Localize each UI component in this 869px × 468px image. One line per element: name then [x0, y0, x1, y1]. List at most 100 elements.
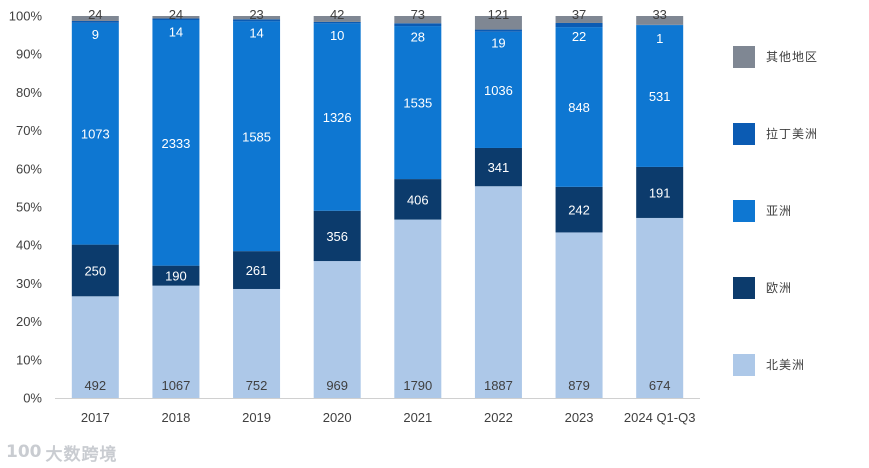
y-tick-label: 30% [16, 276, 42, 291]
data-label: 356 [326, 229, 348, 244]
bar-segment [152, 285, 200, 398]
bar-segment [474, 29, 522, 32]
data-label: 1326 [323, 110, 352, 125]
bar-segment [152, 20, 200, 266]
data-label: 752 [246, 378, 268, 393]
data-label: 879 [568, 378, 590, 393]
x-tick-label: 2020 [323, 410, 352, 425]
x-tick-label: 2023 [565, 410, 594, 425]
data-label: 250 [84, 263, 106, 278]
x-tick-label: 2021 [403, 410, 432, 425]
data-label: 1887 [484, 378, 513, 393]
bar-segment [474, 186, 522, 398]
watermark-text: 大数跨境 [45, 444, 118, 465]
data-label: 10 [330, 28, 344, 43]
bar-segment [394, 26, 442, 180]
data-label: 341 [488, 160, 510, 175]
data-label: 24 [88, 7, 102, 22]
y-tick-label: 0% [23, 391, 42, 406]
y-tick-label: 40% [16, 238, 42, 253]
bar-segment [233, 19, 281, 22]
legend-label: 欧洲 [766, 281, 792, 295]
data-label: 42 [330, 7, 344, 22]
x-tick-label: 2022 [484, 410, 513, 425]
data-label: 1585 [242, 129, 271, 144]
bar-segment [394, 16, 442, 24]
y-axis: 0% 10% 20% 30% 40% 50% 60% 70% 80% 90% 100% [9, 9, 43, 406]
data-label: 37 [572, 7, 586, 22]
data-label: 531 [649, 89, 671, 104]
bar-segment [233, 288, 281, 398]
x-tick-label: 2019 [242, 410, 271, 425]
x-tick-label: 2024 Q1-Q3 [624, 410, 696, 425]
legend-swatch [733, 354, 755, 376]
bar-segment [233, 16, 281, 20]
bar-segment [474, 147, 522, 187]
bar-segment [555, 27, 603, 187]
bar-segment [394, 23, 442, 27]
bar-segment [71, 20, 119, 23]
data-label: 1 [656, 31, 663, 46]
data-label: 24 [169, 7, 183, 22]
bar-segment [71, 22, 119, 245]
x-axis: 2017 2018 2019 2020 2021 2022 2023 2024 Q1-Q3 [55, 398, 700, 425]
data-label: 22 [572, 29, 586, 44]
data-label: 190 [165, 269, 187, 284]
data-label: 2333 [161, 136, 190, 151]
bar-segment [313, 261, 361, 398]
bar-segment [636, 16, 684, 25]
legend-label: 北美洲 [766, 358, 805, 372]
y-tick-label: 60% [16, 161, 42, 176]
bar-segment [555, 16, 603, 23]
data-label: 73 [411, 7, 425, 22]
y-tick-label: 20% [16, 314, 42, 329]
bar-segment [313, 23, 361, 211]
data-label: 1535 [403, 96, 432, 111]
bar-segment [394, 219, 442, 398]
bar-segment [152, 18, 200, 21]
bar-segment [555, 232, 603, 398]
legend-swatch [733, 200, 755, 222]
bar-segment [394, 179, 442, 220]
y-tick-label: 10% [16, 352, 42, 367]
data-label: 19 [491, 36, 505, 51]
bar-segment [636, 217, 684, 398]
data-label: 406 [407, 192, 429, 207]
data-label: 33 [652, 7, 666, 22]
bar-segment [474, 31, 522, 148]
bar-segment [555, 186, 603, 233]
bar-segment [152, 265, 200, 286]
bar-segment [233, 251, 281, 289]
y-tick-label: 90% [16, 47, 42, 62]
bar-segment [313, 21, 361, 24]
data-label: 674 [649, 378, 671, 393]
watermark: 100 大数跨境 [6, 440, 118, 465]
y-tick-label: 50% [16, 200, 42, 215]
bar-segment [71, 16, 119, 21]
data-label: 848 [568, 100, 590, 115]
bar-segment [152, 16, 200, 19]
data-label: 1067 [161, 378, 190, 393]
bar-segment [313, 16, 361, 22]
data-label: 14 [249, 25, 263, 40]
bar-segment [233, 21, 281, 252]
data-label: 492 [84, 378, 106, 393]
bar-segment [636, 166, 684, 218]
bar-segment [71, 296, 119, 398]
bar-segment [474, 16, 522, 30]
y-tick-label: 70% [16, 123, 42, 138]
legend-swatch [733, 46, 755, 68]
x-tick-label: 2017 [81, 410, 110, 425]
data-label: 1036 [484, 83, 513, 98]
data-label: 28 [411, 29, 425, 44]
legend-swatch [733, 277, 755, 299]
data-label: 23 [249, 7, 263, 22]
legend-label: 亚洲 [766, 204, 792, 218]
bars: 4922501073924106719023331424752261158514… [71, 7, 684, 398]
data-label: 121 [488, 7, 510, 22]
bar-segment [313, 210, 361, 262]
legend-label: 拉丁美洲 [766, 126, 818, 141]
y-tick-label: 80% [16, 85, 42, 100]
data-label: 14 [169, 25, 183, 40]
